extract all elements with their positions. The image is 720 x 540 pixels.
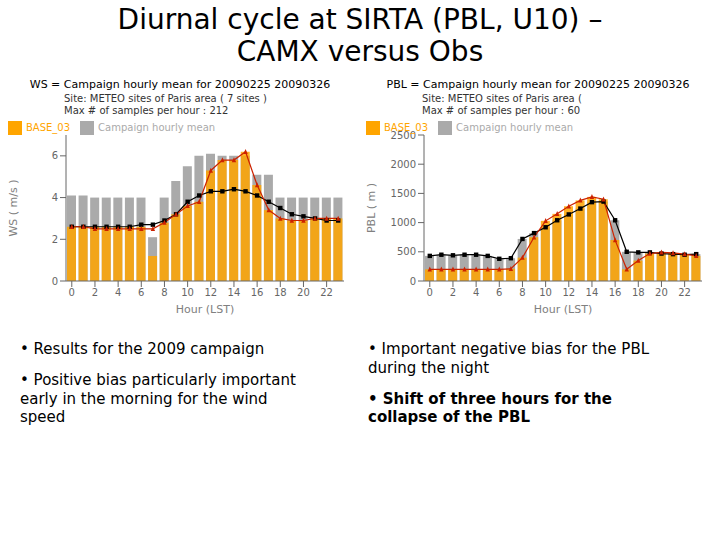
svg-text:2000: 2000 xyxy=(391,159,416,170)
html-text:Site: METEO sites of Paris are: Site: METEO sites of Paris area ( 7 site… xyxy=(64,93,267,116)
html-text:Campaign hourly mean: Campaign hourly mean xyxy=(98,122,216,133)
svg-text:4: 4 xyxy=(473,287,479,298)
svg-text:10: 10 xyxy=(539,287,552,298)
html-text:• Results for the 2009 campaig: • Results for the 2009 campaign xyxy=(20,340,265,358)
svg-text:18: 18 xyxy=(274,287,287,298)
html-text:BASE_03: BASE_03 xyxy=(26,122,71,133)
svg-text:20: 20 xyxy=(297,287,310,298)
html-text:Campaign hourly mean: Campaign hourly mean xyxy=(456,122,574,133)
html-text:CAMX versus Obs: CAMX versus Obs xyxy=(236,35,484,69)
svg-text:6: 6 xyxy=(138,287,144,298)
svg-text:500: 500 xyxy=(397,246,416,257)
svg-text:10: 10 xyxy=(181,287,194,298)
html-text:WS = Campaign hourly mean for: WS = Campaign hourly mean for 20090225 2… xyxy=(29,78,331,91)
html-text:• Positive bias particularly i: • Positive bias particularly important e… xyxy=(20,370,296,427)
svg-text:Hour (LST): Hour (LST) xyxy=(534,303,592,316)
svg-text:0: 0 xyxy=(410,276,416,287)
svg-text:22: 22 xyxy=(320,287,333,298)
svg-text:2: 2 xyxy=(450,287,456,298)
svg-text:8: 8 xyxy=(161,287,167,298)
svg-text:PBL ( m ): PBL ( m ) xyxy=(365,183,378,233)
svg-text:14: 14 xyxy=(586,287,599,298)
html-text:Diurnal cycle at SIRTA (PBL, U: Diurnal cycle at SIRTA (PBL, U10) – xyxy=(117,3,603,36)
svg-text:WS ( m/s ): WS ( m/s ) xyxy=(8,179,20,236)
svg-text:0: 0 xyxy=(427,287,433,298)
svg-text:12: 12 xyxy=(562,287,575,298)
svg-text:0: 0 xyxy=(69,287,75,298)
svg-text:22: 22 xyxy=(678,287,691,298)
svg-text:2: 2 xyxy=(52,234,58,245)
svg-text:8: 8 xyxy=(519,287,525,298)
svg-text:2: 2 xyxy=(92,287,98,298)
svg-text:20: 20 xyxy=(655,287,668,298)
html-text:Site: METEO sites of Paris are: Site: METEO sites of Paris area ( Max # … xyxy=(422,93,582,116)
svg-text:12: 12 xyxy=(204,287,217,298)
svg-text:1000: 1000 xyxy=(391,217,416,228)
svg-text:18: 18 xyxy=(632,287,645,298)
svg-text:16: 16 xyxy=(251,287,264,298)
svg-text:16: 16 xyxy=(609,287,622,298)
svg-text:Hour (LST): Hour (LST) xyxy=(176,303,234,316)
svg-text:1500: 1500 xyxy=(391,188,416,199)
svg-text:6: 6 xyxy=(496,287,502,298)
svg-text:6: 6 xyxy=(52,150,58,161)
html-text:BASE_03: BASE_03 xyxy=(384,122,429,133)
html-text:• Shift of three hours for the: • Shift of three hours for the collapse … xyxy=(368,389,612,427)
svg-text:0: 0 xyxy=(52,276,58,287)
svg-text:2500: 2500 xyxy=(391,130,416,141)
html-text:• Important negative bias for: • Important negative bias for the PBL du… xyxy=(368,340,650,377)
svg-text:4: 4 xyxy=(52,192,58,203)
svg-text:14: 14 xyxy=(228,287,241,298)
svg-text:4: 4 xyxy=(115,287,121,298)
html-text:PBL = Campaign hourly mean for: PBL = Campaign hourly mean for 20090225 … xyxy=(386,78,690,91)
